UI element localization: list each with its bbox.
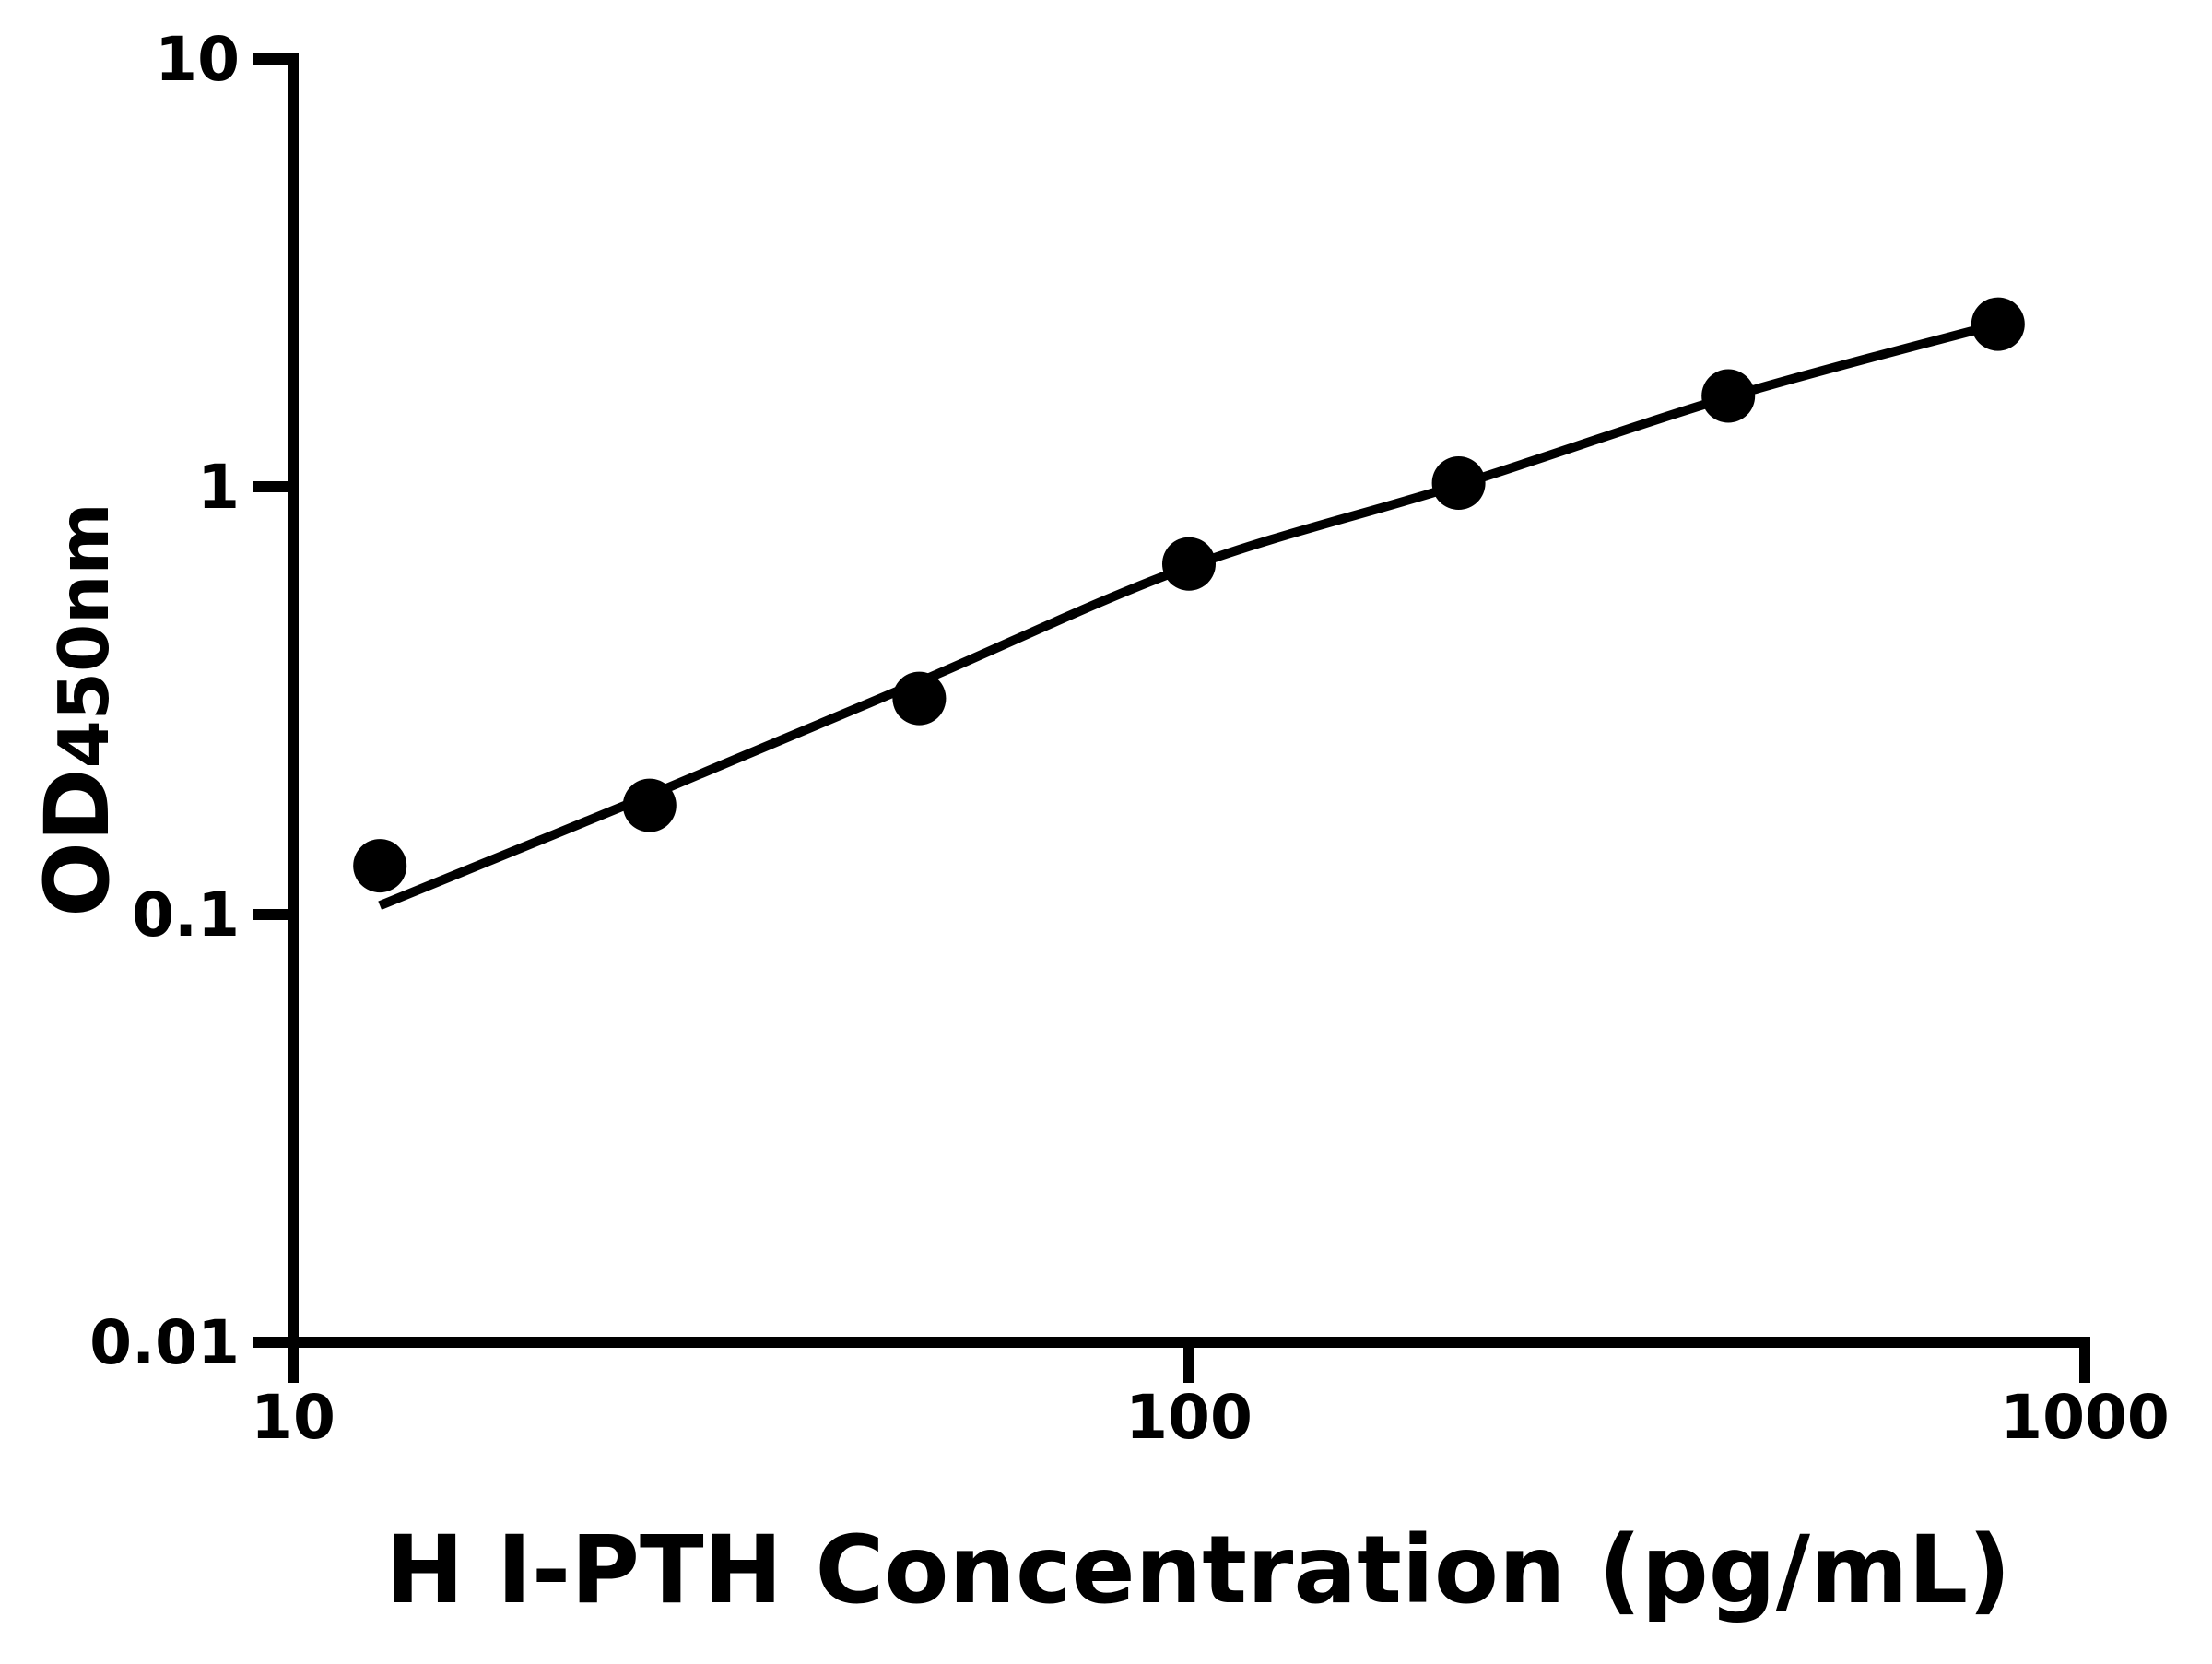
y-tick-label: 0.01 bbox=[89, 1307, 240, 1378]
data-point bbox=[1431, 456, 1486, 510]
data-point bbox=[353, 839, 407, 893]
x-axis-title: H I-PTH Concentration (pg/mL) bbox=[385, 1516, 2011, 1625]
y-tick-label: 10 bbox=[155, 24, 240, 95]
data-point bbox=[1971, 297, 2025, 351]
y-axis-title-main: OD bbox=[26, 768, 129, 916]
data-point bbox=[1162, 537, 1216, 591]
data-point bbox=[622, 778, 677, 832]
fit-curve bbox=[378, 319, 2000, 910]
x-tick-label: 100 bbox=[1125, 1382, 1253, 1453]
data-point bbox=[892, 671, 947, 726]
y-axis-title-subscript: 450nm bbox=[43, 502, 124, 768]
y-tick-label: 0.1 bbox=[132, 879, 240, 950]
x-tick-label: 1000 bbox=[2000, 1382, 2170, 1453]
y-tick-label: 1 bbox=[197, 452, 240, 523]
x-tick-label: 10 bbox=[251, 1382, 335, 1453]
y-axis-title: OD450nm bbox=[26, 502, 129, 916]
data-point bbox=[1701, 369, 1756, 423]
